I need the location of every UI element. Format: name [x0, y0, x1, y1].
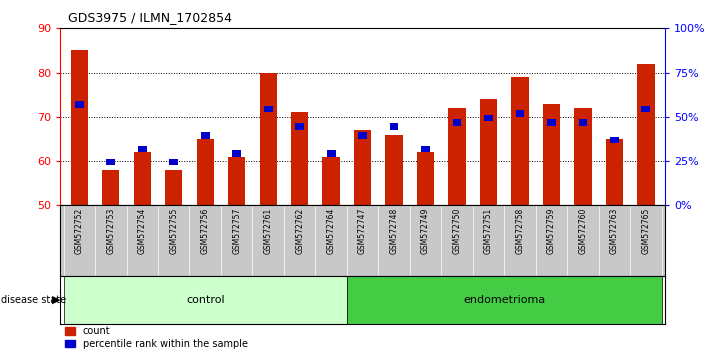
Text: GSM572759: GSM572759 — [547, 207, 556, 254]
Text: GSM572756: GSM572756 — [201, 207, 210, 254]
Bar — [201, 132, 210, 139]
Text: GSM572758: GSM572758 — [515, 207, 525, 254]
Text: GSM572761: GSM572761 — [264, 207, 273, 254]
Bar — [295, 124, 304, 130]
Text: endometrioma: endometrioma — [463, 295, 545, 305]
Bar — [138, 145, 146, 152]
Bar — [134, 152, 151, 205]
Text: GSM572747: GSM572747 — [358, 207, 367, 254]
Bar — [610, 137, 619, 143]
Bar — [102, 170, 119, 205]
Text: GSM572765: GSM572765 — [641, 207, 651, 254]
Bar — [260, 73, 277, 205]
Bar — [484, 115, 493, 121]
Bar — [637, 64, 655, 205]
Bar — [358, 132, 367, 139]
Bar — [542, 104, 560, 205]
Text: GSM572749: GSM572749 — [421, 207, 430, 254]
Bar — [70, 51, 88, 205]
Text: control: control — [186, 295, 225, 305]
Text: GSM572748: GSM572748 — [390, 207, 399, 254]
Bar — [323, 156, 340, 205]
Bar — [291, 113, 309, 205]
Text: GSM572754: GSM572754 — [138, 207, 146, 254]
Bar — [480, 99, 497, 205]
Bar — [641, 106, 651, 113]
Bar — [579, 119, 587, 126]
Bar — [606, 139, 623, 205]
Bar — [417, 152, 434, 205]
Bar — [264, 106, 272, 113]
Text: GSM572753: GSM572753 — [107, 207, 115, 254]
Bar — [327, 150, 336, 156]
Bar — [165, 170, 183, 205]
Bar — [421, 145, 430, 152]
Text: GSM572751: GSM572751 — [484, 207, 493, 254]
Text: GSM572752: GSM572752 — [75, 207, 84, 254]
Bar — [511, 77, 529, 205]
Bar — [449, 108, 466, 205]
FancyBboxPatch shape — [347, 276, 662, 324]
Text: ▶: ▶ — [52, 295, 60, 305]
Bar — [574, 108, 592, 205]
Bar — [75, 101, 84, 108]
Bar — [354, 130, 371, 205]
Text: GSM572762: GSM572762 — [295, 207, 304, 254]
Bar — [453, 119, 461, 126]
Bar — [228, 156, 245, 205]
Text: GSM572750: GSM572750 — [452, 207, 461, 254]
Text: GDS3975 / ILMN_1702854: GDS3975 / ILMN_1702854 — [68, 11, 232, 24]
Bar — [515, 110, 525, 117]
Text: GSM572764: GSM572764 — [326, 207, 336, 254]
FancyBboxPatch shape — [63, 276, 347, 324]
Bar — [390, 124, 398, 130]
Text: GSM572760: GSM572760 — [579, 207, 587, 254]
Bar — [385, 135, 402, 205]
Bar — [196, 139, 214, 205]
Text: GSM572755: GSM572755 — [169, 207, 178, 254]
Text: disease state: disease state — [1, 295, 66, 305]
Bar — [169, 159, 178, 166]
Bar — [107, 159, 115, 166]
Legend: count, percentile rank within the sample: count, percentile rank within the sample — [65, 326, 248, 349]
Text: GSM572757: GSM572757 — [232, 207, 241, 254]
Bar — [547, 119, 556, 126]
Text: GSM572763: GSM572763 — [610, 207, 619, 254]
Bar — [232, 150, 241, 156]
